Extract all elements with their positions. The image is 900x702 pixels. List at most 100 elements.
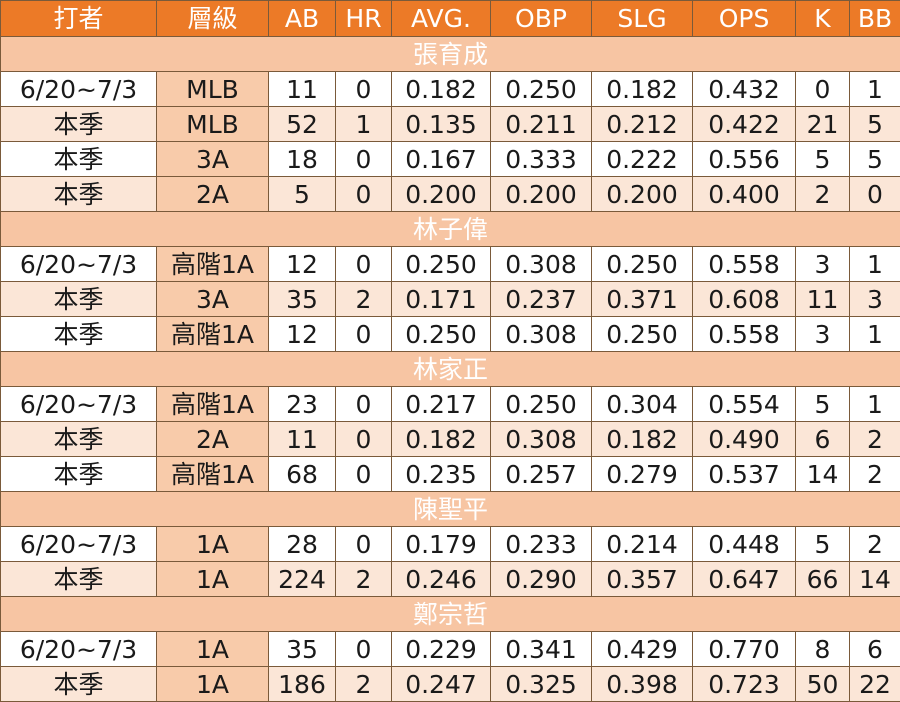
- cell-period: 6/20~7/3: [1, 247, 157, 282]
- cell-obp: 0.200: [491, 177, 592, 212]
- cell-bb: 5: [850, 107, 900, 142]
- cell-slg: 0.304: [592, 387, 693, 422]
- cell-ops: 0.490: [693, 422, 796, 457]
- header-level: 層級: [157, 1, 269, 37]
- cell-ab: 23: [269, 387, 336, 422]
- cell-ab: 11: [269, 72, 336, 107]
- cell-period: 本季: [1, 142, 157, 177]
- cell-obp: 0.257: [491, 457, 592, 492]
- cell-hr: 2: [336, 562, 392, 597]
- cell-obp: 0.308: [491, 247, 592, 282]
- cell-avg: 0.250: [392, 317, 491, 352]
- header-ab: AB: [269, 1, 336, 37]
- cell-period: 本季: [1, 457, 157, 492]
- cell-slg: 0.214: [592, 527, 693, 562]
- cell-period: 本季: [1, 562, 157, 597]
- cell-ops: 0.448: [693, 527, 796, 562]
- cell-avg: 0.167: [392, 142, 491, 177]
- cell-ab: 35: [269, 282, 336, 317]
- cell-ops: 0.770: [693, 632, 796, 667]
- cell-bb: 2: [850, 527, 900, 562]
- cell-ab: 5: [269, 177, 336, 212]
- player-row: 陳聖平: [1, 492, 900, 527]
- cell-slg: 0.398: [592, 667, 693, 702]
- cell-ab: 224: [269, 562, 336, 597]
- cell-slg: 0.182: [592, 422, 693, 457]
- cell-slg: 0.357: [592, 562, 693, 597]
- player-name: 林家正: [1, 352, 900, 387]
- header-hr: HR: [336, 1, 392, 37]
- cell-k: 6: [796, 422, 850, 457]
- header-slg: SLG: [592, 1, 693, 37]
- cell-bb: 1: [850, 72, 900, 107]
- cell-period: 本季: [1, 667, 157, 702]
- cell-bb: 1: [850, 317, 900, 352]
- cell-ops: 0.537: [693, 457, 796, 492]
- cell-bb: 1: [850, 387, 900, 422]
- player-name: 陳聖平: [1, 492, 900, 527]
- cell-k: 21: [796, 107, 850, 142]
- cell-k: 66: [796, 562, 850, 597]
- cell-bb: 2: [850, 422, 900, 457]
- cell-ab: 186: [269, 667, 336, 702]
- header-k: K: [796, 1, 850, 37]
- header-bb: BB: [850, 1, 900, 37]
- cell-obp: 0.233: [491, 527, 592, 562]
- cell-obp: 0.333: [491, 142, 592, 177]
- player-name: 張育成: [1, 37, 900, 72]
- cell-hr: 2: [336, 667, 392, 702]
- cell-period: 6/20~7/3: [1, 72, 157, 107]
- cell-level: 1A: [157, 527, 269, 562]
- cell-k: 5: [796, 387, 850, 422]
- cell-avg: 0.235: [392, 457, 491, 492]
- cell-level: 1A: [157, 562, 269, 597]
- cell-level: MLB: [157, 107, 269, 142]
- cell-hr: 2: [336, 282, 392, 317]
- cell-avg: 0.250: [392, 247, 491, 282]
- cell-obp: 0.250: [491, 387, 592, 422]
- cell-obp: 0.308: [491, 317, 592, 352]
- cell-bb: 22: [850, 667, 900, 702]
- cell-k: 3: [796, 247, 850, 282]
- cell-slg: 0.222: [592, 142, 693, 177]
- cell-slg: 0.200: [592, 177, 693, 212]
- cell-ab: 11: [269, 422, 336, 457]
- player-name: 鄭宗哲: [1, 597, 900, 632]
- cell-hr: 0: [336, 142, 392, 177]
- cell-k: 5: [796, 142, 850, 177]
- cell-k: 11: [796, 282, 850, 317]
- cell-level: 高階1A: [157, 317, 269, 352]
- cell-slg: 0.279: [592, 457, 693, 492]
- cell-avg: 0.135: [392, 107, 491, 142]
- cell-ab: 18: [269, 142, 336, 177]
- cell-k: 0: [796, 72, 850, 107]
- cell-level: MLB: [157, 72, 269, 107]
- cell-ops: 0.608: [693, 282, 796, 317]
- cell-ab: 52: [269, 107, 336, 142]
- cell-level: 1A: [157, 667, 269, 702]
- cell-level: 3A: [157, 282, 269, 317]
- cell-avg: 0.229: [392, 632, 491, 667]
- cell-ab: 68: [269, 457, 336, 492]
- cell-hr: 0: [336, 177, 392, 212]
- cell-period: 6/20~7/3: [1, 387, 157, 422]
- cell-slg: 0.250: [592, 247, 693, 282]
- cell-slg: 0.429: [592, 632, 693, 667]
- cell-ops: 0.400: [693, 177, 796, 212]
- cell-k: 14: [796, 457, 850, 492]
- cell-obp: 0.237: [491, 282, 592, 317]
- cell-k: 5: [796, 527, 850, 562]
- player-row: 鄭宗哲: [1, 597, 900, 632]
- cell-bb: 2: [850, 457, 900, 492]
- player-name: 林子偉: [1, 212, 900, 247]
- cell-level: 高階1A: [157, 457, 269, 492]
- cell-period: 本季: [1, 422, 157, 457]
- cell-slg: 0.212: [592, 107, 693, 142]
- cell-ab: 28: [269, 527, 336, 562]
- cell-avg: 0.171: [392, 282, 491, 317]
